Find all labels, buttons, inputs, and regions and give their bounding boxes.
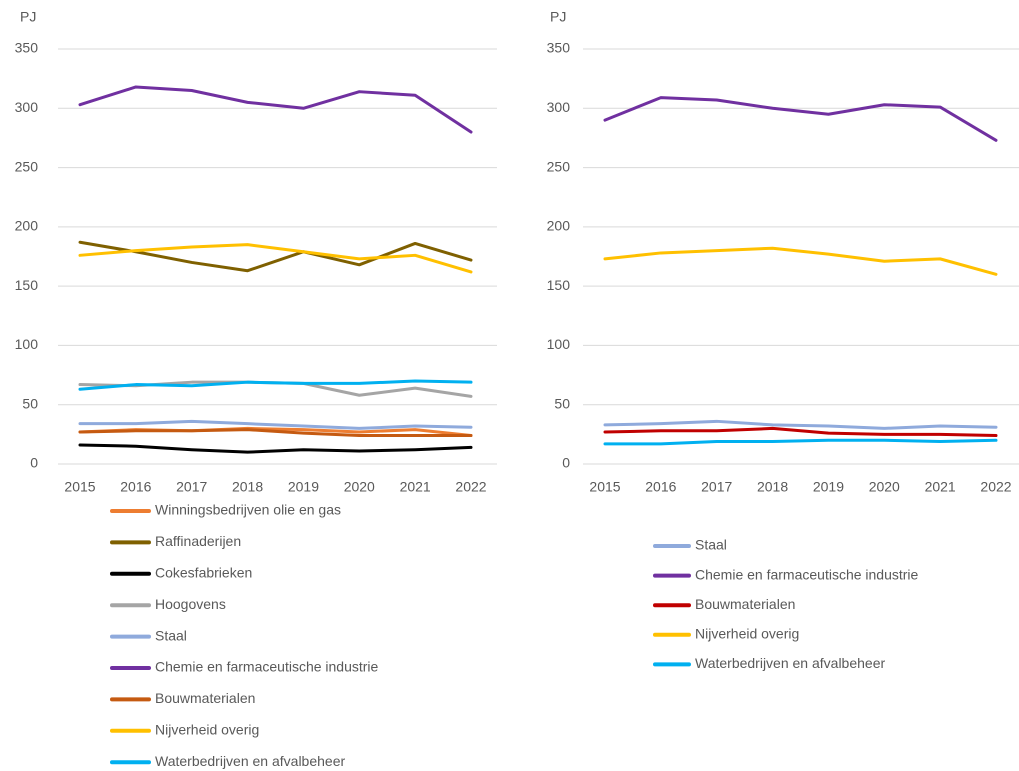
y-tick-label: 200 — [15, 218, 39, 234]
legend-label: Winningsbedrijven olie en gas — [155, 502, 341, 518]
x-tick-label: 2021 — [400, 479, 431, 495]
x-tick-label: 2018 — [232, 479, 263, 495]
data-line — [78, 419, 473, 430]
data-line — [603, 419, 998, 430]
x-tick-label: 2015 — [64, 479, 95, 495]
y-tick-label: 250 — [547, 158, 571, 174]
y-tick-label: 0 — [562, 455, 570, 471]
data-line — [603, 246, 998, 276]
data-line — [78, 240, 473, 273]
y-tick-label: 100 — [547, 336, 571, 352]
legend-label: Bouwmaterialen — [155, 690, 255, 706]
x-tick-label: 2017 — [701, 479, 732, 495]
legend-label: Staal — [155, 627, 187, 643]
x-tick-label: 2017 — [176, 479, 207, 495]
x-tick-label: 2016 — [120, 479, 151, 495]
legend-label: Hoogovens — [155, 596, 226, 612]
data-line — [78, 379, 473, 391]
legend-label: Nijverheid overig — [695, 626, 799, 642]
y-tick-label: 50 — [554, 395, 570, 411]
y-tick-label: 150 — [547, 277, 571, 293]
x-tick-label: 2020 — [344, 479, 375, 495]
legend-label: Bouwmaterialen — [695, 596, 795, 612]
y-axis-label: PJ — [550, 9, 566, 25]
legend-label: Chemie en farmaceutische industrie — [155, 659, 379, 675]
x-tick-label: 2021 — [925, 479, 956, 495]
legend-label: Waterbedrijven en afvalbeheer — [155, 753, 345, 769]
x-tick-label: 2019 — [813, 479, 844, 495]
y-tick-label: 150 — [15, 277, 39, 293]
x-tick-label: 2019 — [288, 479, 319, 495]
legend-label: Cokesfabrieken — [155, 565, 252, 581]
y-tick-label: 200 — [547, 218, 571, 234]
legend-label: Raffinaderijen — [155, 533, 241, 549]
data-line — [78, 85, 473, 134]
y-tick-label: 350 — [15, 40, 39, 56]
y-tick-label: 250 — [15, 158, 39, 174]
data-line — [603, 426, 998, 438]
data-line — [78, 443, 473, 454]
data-line — [603, 96, 998, 142]
x-tick-label: 2020 — [869, 479, 900, 495]
y-axis-label: PJ — [20, 9, 36, 25]
legend-label: Waterbedrijven en afvalbeheer — [695, 655, 885, 671]
data-line — [78, 428, 473, 438]
y-tick-label: 50 — [22, 395, 38, 411]
y-tick-label: 350 — [547, 40, 571, 56]
legend-label: Staal — [695, 537, 727, 553]
legend-label: Chemie en farmaceutische industrie — [695, 566, 919, 582]
y-tick-label: 100 — [15, 336, 39, 352]
y-tick-label: 300 — [547, 99, 571, 115]
x-tick-label: 2016 — [645, 479, 676, 495]
data-line — [78, 243, 473, 274]
y-tick-label: 0 — [30, 455, 38, 471]
legend-label: Nijverheid overig — [155, 722, 259, 738]
x-tick-label: 2018 — [757, 479, 788, 495]
x-tick-label: 2015 — [589, 479, 620, 495]
x-tick-label: 2022 — [455, 479, 486, 495]
y-tick-label: 300 — [15, 99, 39, 115]
data-line — [603, 438, 998, 446]
x-tick-label: 2022 — [980, 479, 1011, 495]
